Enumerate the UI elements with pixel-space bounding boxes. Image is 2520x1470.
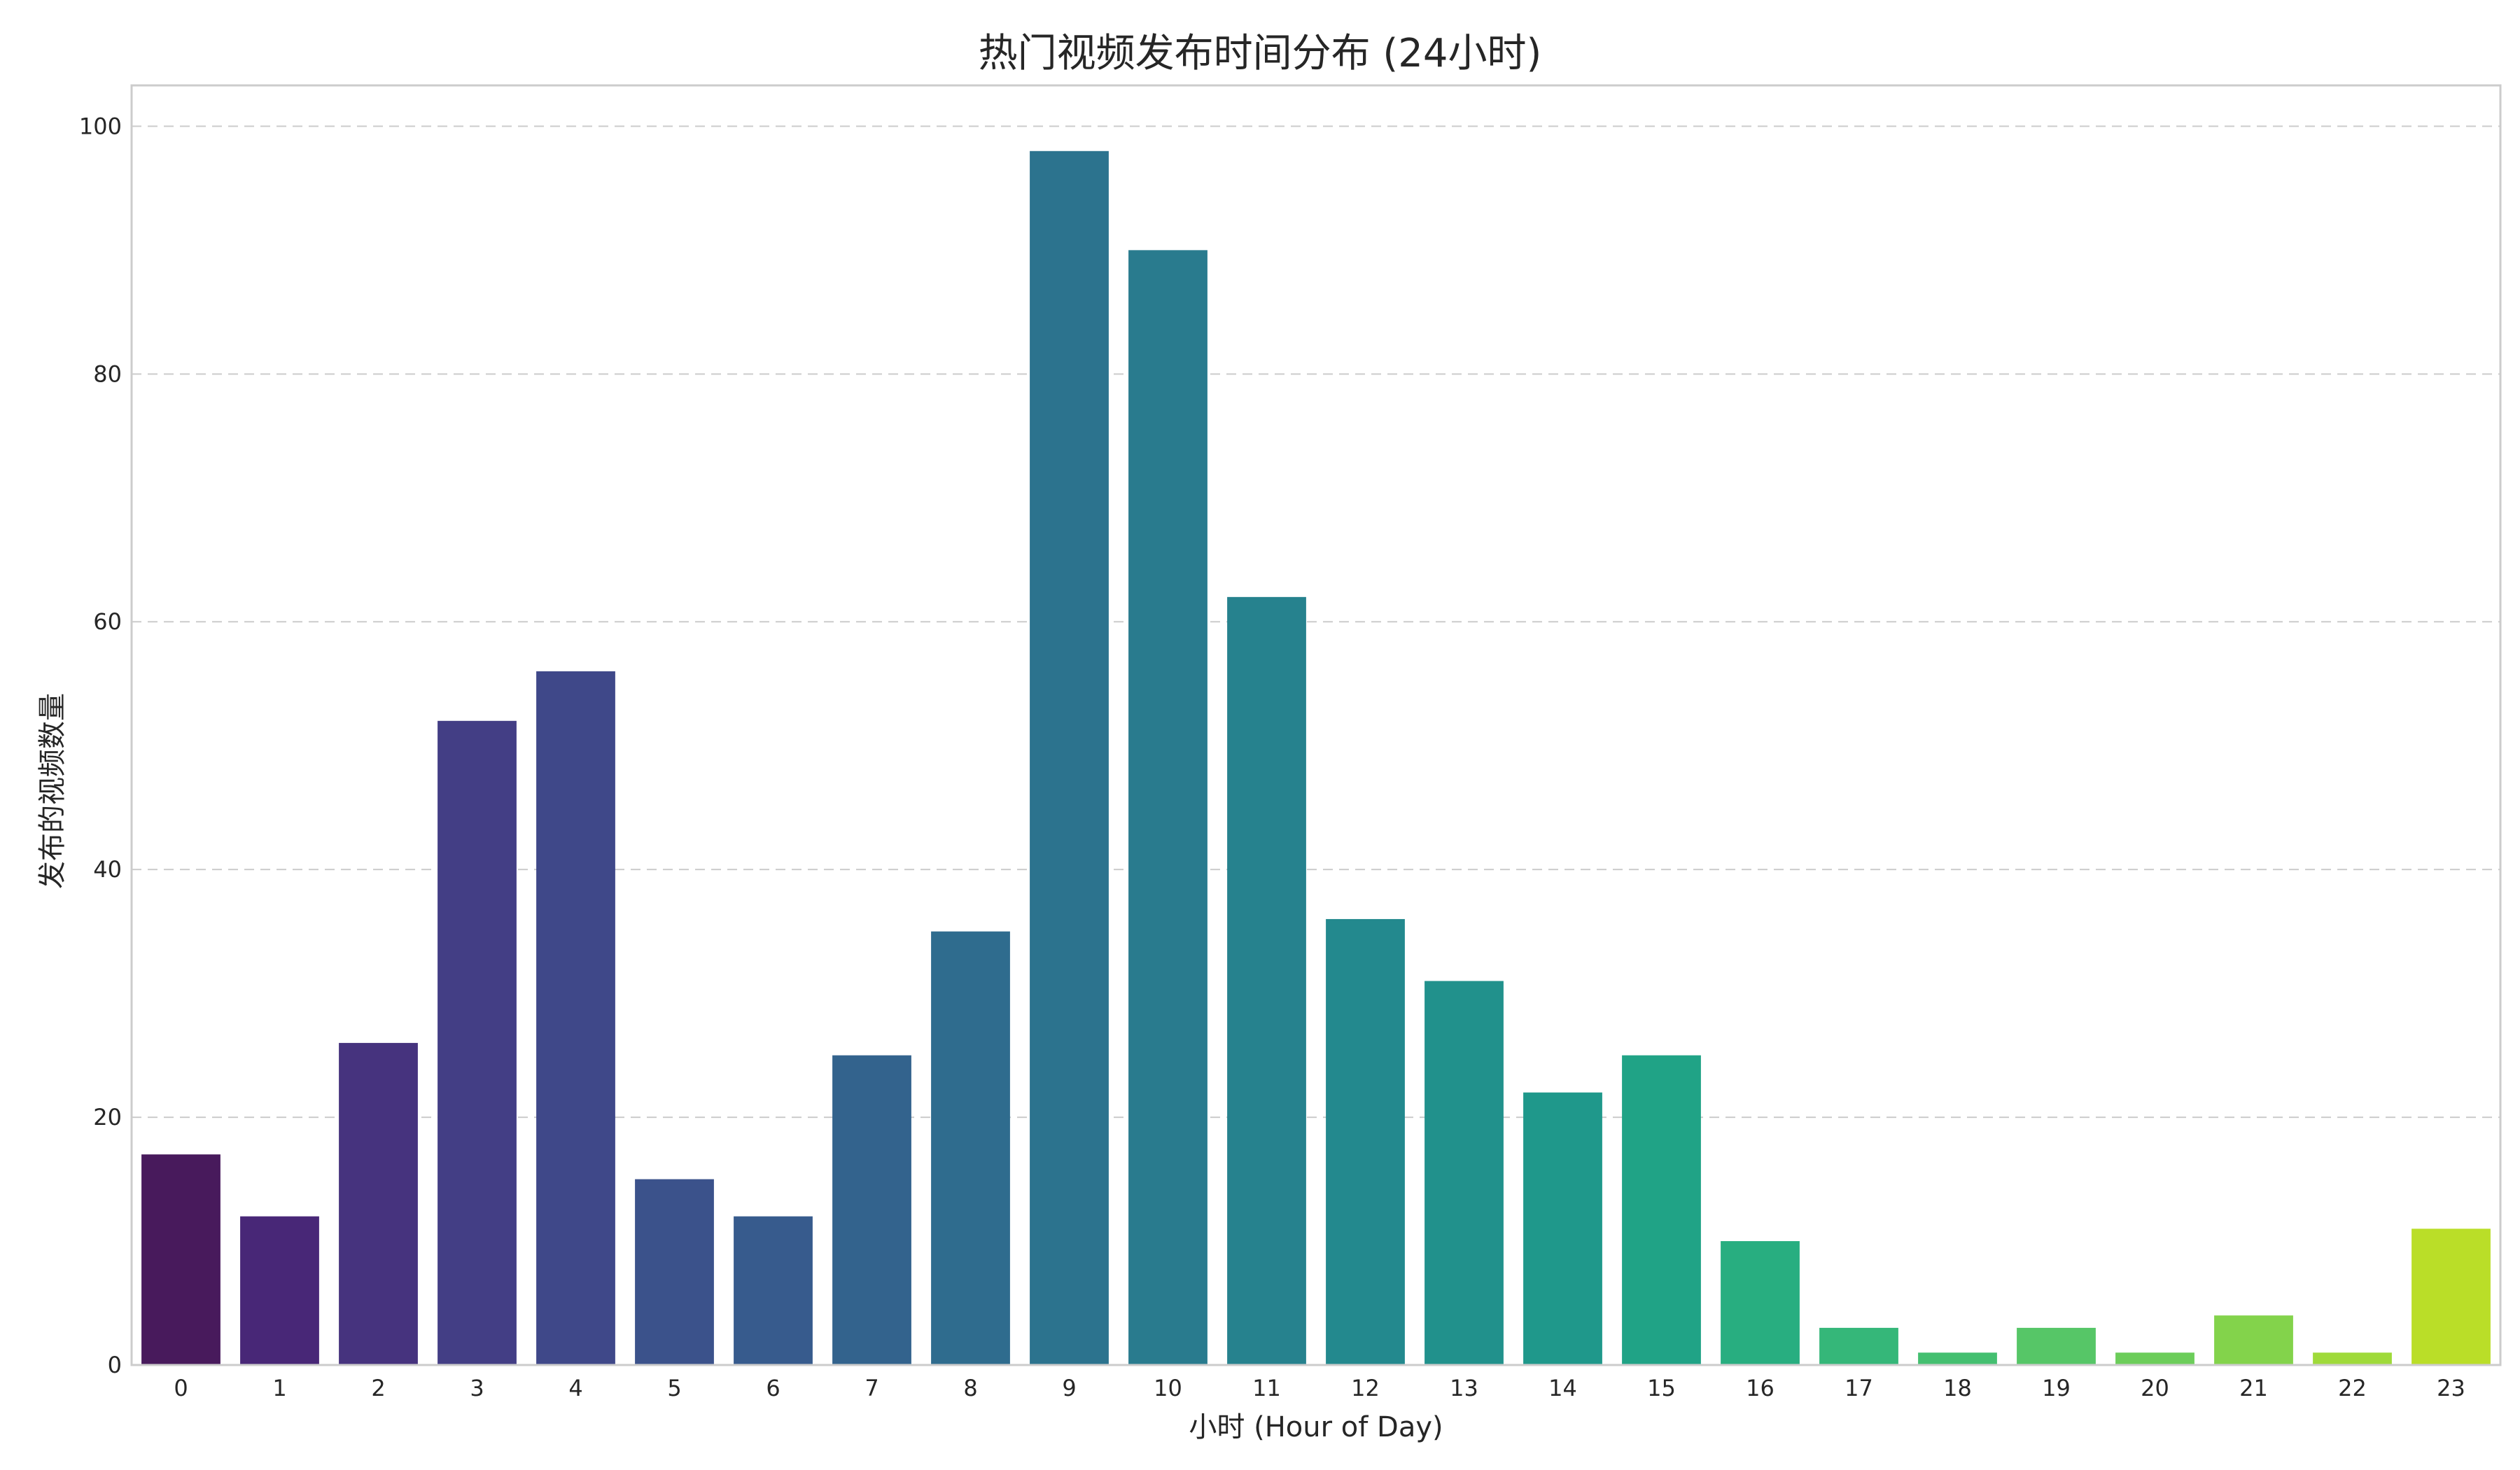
bar-hour-23: [2412, 1228, 2491, 1365]
x-tick-label: 1: [272, 1375, 286, 1401]
bar-hour-5: [635, 1179, 714, 1365]
x-tick-label: 21: [2239, 1375, 2268, 1401]
bar-hour-10: [1128, 250, 1208, 1366]
bar-hour-6: [734, 1216, 813, 1365]
x-tick-label: 15: [1647, 1375, 1676, 1401]
x-tick-label: 6: [766, 1375, 780, 1401]
grid-lines: [132, 125, 2500, 1119]
bar-hour-20: [2115, 1352, 2194, 1365]
x-axis-ticks: 0 1 2 3 4 5 6 7 8 9 10 11 12 13 14 15 16 17 18 19 20 21 22 23: [174, 1375, 2465, 1401]
bar-hour-18: [1918, 1352, 1997, 1365]
plot-frame: [130, 84, 2502, 1366]
y-tick-label: 40: [93, 856, 122, 883]
bar-hour-13: [1424, 981, 1504, 1365]
x-tick-label: 17: [1844, 1375, 1873, 1401]
x-tick-label: 7: [864, 1375, 878, 1401]
y-tick-label: 0: [108, 1352, 122, 1378]
y-tick-label: 20: [93, 1104, 122, 1130]
bar-hour-14: [1523, 1092, 1602, 1365]
x-tick-label: 3: [470, 1375, 484, 1401]
bar-hour-1: [240, 1216, 319, 1365]
chart-title: 热门视频发布时间分布 (24小时): [979, 31, 1542, 76]
x-tick-label: 16: [1746, 1375, 1774, 1401]
x-tick-label: 10: [1154, 1375, 1182, 1401]
x-tick-label: 9: [1062, 1375, 1076, 1401]
x-tick-label: 23: [2437, 1375, 2465, 1401]
y-tick-label: 100: [79, 113, 122, 139]
bar-hour-12: [1326, 918, 1405, 1365]
bar-hour-21: [2214, 1315, 2293, 1365]
x-tick-label: 0: [174, 1375, 188, 1401]
bar-hour-19: [2017, 1327, 2096, 1365]
x-tick-label: 20: [2141, 1375, 2169, 1401]
bar-hour-2: [339, 1042, 418, 1365]
bar-hour-8: [931, 931, 1010, 1365]
x-tick-label: 8: [963, 1375, 977, 1401]
bar-hour-3: [438, 720, 517, 1365]
bar-hour-17: [1819, 1327, 1898, 1365]
y-tick-label: 80: [93, 360, 122, 387]
bar-hour-4: [536, 671, 615, 1365]
x-tick-label: 2: [371, 1375, 385, 1401]
x-tick-label: 14: [1548, 1375, 1577, 1401]
y-axis-ticks: 0 20 40 60 80 100: [79, 113, 122, 1378]
bar-hour-22: [2313, 1352, 2392, 1365]
y-axis-label: 发布的视频数量: [36, 693, 69, 889]
x-tick-label: 22: [2338, 1375, 2367, 1401]
x-tick-label: 11: [1252, 1375, 1281, 1401]
x-axis-label: 小时 (Hour of Day): [1189, 1411, 1443, 1443]
bar-hour-15: [1622, 1055, 1701, 1365]
bar-hour-0: [141, 1154, 220, 1365]
y-tick-label: 60: [93, 608, 122, 635]
x-tick-label: 5: [667, 1375, 681, 1401]
bar-hour-7: [832, 1055, 911, 1365]
x-tick-label: 19: [2042, 1375, 2071, 1401]
bar-hour-11: [1227, 596, 1306, 1365]
x-tick-label: 18: [1943, 1375, 1972, 1401]
x-tick-label: 4: [568, 1375, 582, 1401]
bar-hour-16: [1721, 1241, 1800, 1365]
x-tick-label: 13: [1450, 1375, 1478, 1401]
bar-hour-9: [1030, 150, 1109, 1366]
x-tick-label: 12: [1351, 1375, 1380, 1401]
bars: [141, 150, 2491, 1366]
